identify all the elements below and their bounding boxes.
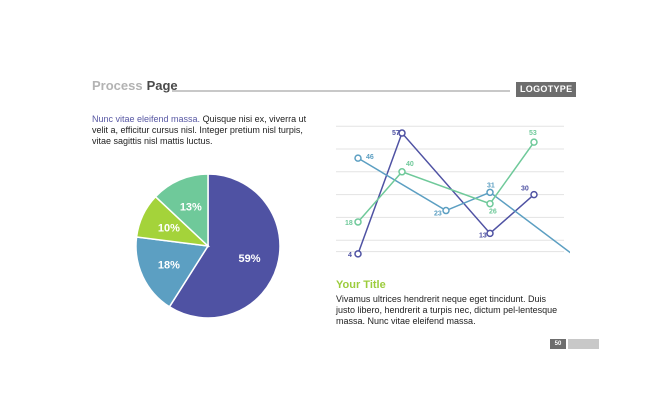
data-point: [530, 138, 538, 146]
data-label: 30: [521, 186, 529, 193]
pie-slice-label: 18%: [158, 259, 180, 271]
pie-chart: 59% 18% 10%13%: [135, 173, 281, 319]
page-number: 50: [550, 339, 566, 349]
pie-slice-label: 13%: [180, 201, 202, 213]
page-title: Process Page: [92, 78, 178, 93]
data-label: 26: [489, 209, 497, 216]
data-point: [398, 129, 406, 137]
data-point: [530, 190, 538, 199]
pie-slice: [154, 173, 209, 248]
logo: LOGOTYPE: [516, 82, 577, 97]
data-label: 53: [529, 130, 537, 137]
data-point: [398, 168, 406, 176]
data-label: 57: [392, 130, 400, 137]
data-label: 31: [487, 182, 495, 189]
data-point: [354, 154, 362, 162]
data-label: 4: [348, 252, 352, 259]
data-point: [486, 229, 494, 238]
data-label: 18: [345, 220, 353, 227]
intro-paragraph: Nunc vitae eleifend massa. Quisque nisi …: [92, 114, 317, 147]
page-number-bar: [568, 339, 599, 349]
data-point: [486, 188, 494, 197]
page-title-light: Process: [92, 78, 143, 93]
data-label: 46: [366, 154, 374, 161]
data-point: [354, 250, 362, 258]
series-line: [357, 141, 535, 223]
pie-slice-label: 10%: [158, 223, 180, 235]
section-body-text: Vivamus ultrices hendrerit neque eget ti…: [336, 294, 558, 326]
line-chart: 4571330462331218402653: [336, 125, 570, 259]
section-title: Your Title: [336, 279, 386, 291]
series-line: [357, 131, 535, 255]
data-point: [486, 199, 494, 208]
header-divider: [172, 90, 510, 92]
data-point: [354, 218, 362, 226]
page-title-dark: Page: [146, 78, 178, 93]
data-label: 23: [434, 211, 442, 218]
pie-slice-label: 59%: [238, 253, 260, 265]
series-line: [357, 157, 570, 254]
pie-slice: [135, 236, 210, 308]
data-label: 13: [479, 232, 487, 239]
data-label: 40: [406, 161, 414, 168]
data-point: [442, 206, 450, 215]
pie-slice: [168, 173, 281, 319]
intro-accent-text: Nunc vitae eleifend massa.: [92, 114, 201, 124]
intro-body-text: Quisque nisi ex, viverra ut velit a, eff…: [92, 114, 307, 146]
